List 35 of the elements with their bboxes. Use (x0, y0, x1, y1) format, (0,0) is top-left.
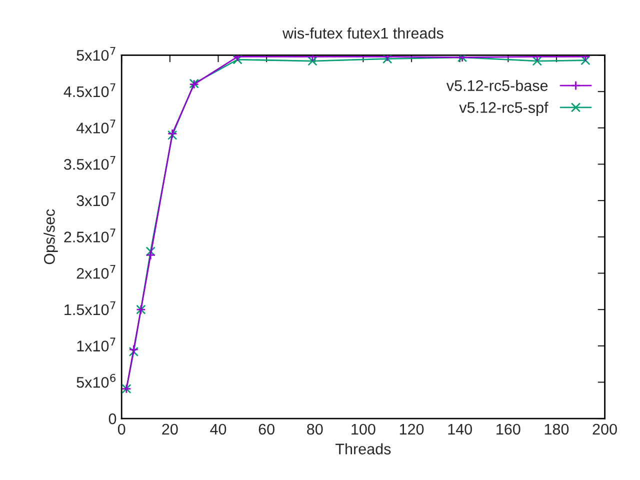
chart-title: wis-futex futex1 threads (282, 27, 444, 39)
x-tick-label: 180 (544, 424, 569, 435)
x-tick-label: 200 (592, 424, 617, 435)
x-tick-label: 80 (307, 424, 323, 435)
point (532, 56, 542, 66)
x-tick-label: 40 (210, 424, 226, 435)
y-tick-label: 4.5x10$^{7}$ (64, 83, 116, 98)
legend-label: v5.12-rc5-spf (459, 102, 548, 116)
legend-label: v5.12-rc5-base (446, 80, 548, 92)
x-tick-label: 120 (400, 424, 424, 435)
x-tick-label: 60 (258, 424, 274, 435)
y-tick-label: 3.5x10$^{7}$ (64, 156, 116, 170)
point (308, 56, 318, 66)
x-tick-label: 140 (448, 424, 472, 435)
point (146, 246, 156, 256)
point (232, 55, 242, 64)
point (128, 346, 139, 357)
y-tick-label: 1x10$^{7}$ (77, 338, 116, 352)
x-axis-title: Threads (336, 443, 391, 454)
point (128, 344, 139, 354)
y-tick-label: 1.5x10$^{7}$ (64, 301, 116, 316)
y-tick-label: 5x10$^{7}$ (76, 46, 116, 61)
x-tick-label: 0 (118, 424, 126, 435)
y-tick-label: 3x10$^{7}$ (76, 192, 116, 206)
x-tick-label: 160 (496, 424, 520, 435)
point (146, 250, 156, 260)
y-tick-label: 5x10$^{6}$ (76, 374, 116, 388)
y-tick-label: 0 (108, 413, 116, 424)
x-tick-label: 20 (162, 424, 178, 435)
y-tick-label: 2.5x10$^{7}$ (64, 228, 116, 242)
y-tick-label: 2x10$^{7}$ (76, 265, 116, 279)
x-tick-label: 100 (352, 424, 376, 435)
y-axis-title: Ops/sec (44, 209, 58, 264)
point (580, 55, 590, 66)
y-tick-label: 4x10$^{7}$ (76, 120, 116, 134)
